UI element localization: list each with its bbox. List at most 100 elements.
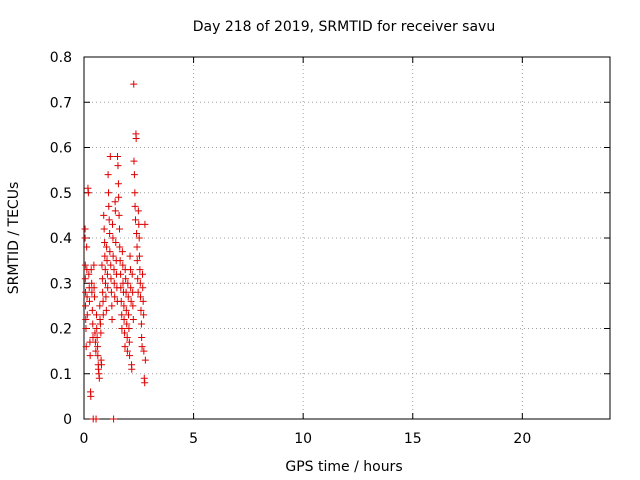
data-point [91, 338, 99, 346]
data-point [93, 325, 101, 332]
data-point [98, 261, 106, 269]
data-point [100, 211, 108, 219]
data-point [87, 266, 95, 274]
data-point [103, 270, 111, 278]
data-point [92, 347, 100, 355]
data-point [141, 356, 149, 364]
data-point [126, 266, 134, 274]
data-point [84, 189, 92, 197]
data-point [108, 220, 116, 228]
data-point [98, 275, 106, 283]
data-point [139, 284, 147, 292]
data-point [92, 311, 100, 319]
data-point [81, 275, 89, 283]
data-point [89, 320, 97, 328]
axis-ticks: 0 0.1 0.2 0.3 0.4 0.5 0.6 0.7 0.8 0 5 10 15 20 [50, 50, 610, 447]
data-point [107, 275, 115, 283]
data-point [102, 306, 110, 314]
data-point [109, 252, 117, 260]
data-point [129, 302, 137, 310]
data-point [107, 261, 115, 269]
data-point [114, 162, 122, 170]
data-point [99, 297, 107, 305]
data-point [132, 216, 140, 224]
data-point [127, 297, 135, 305]
data-point [116, 243, 124, 251]
data-point [85, 297, 93, 305]
data-point [140, 311, 148, 319]
data-point [118, 248, 126, 256]
x-tick-label: 15 [404, 431, 422, 447]
data-point [117, 284, 125, 292]
data-point [130, 157, 138, 165]
data-point [96, 320, 104, 328]
data-point [88, 288, 96, 296]
data-point [117, 297, 125, 305]
data-point [115, 211, 123, 219]
data-point [106, 248, 114, 256]
data-point [135, 252, 143, 260]
data-point [111, 198, 119, 206]
data-point [125, 325, 133, 332]
data-point [88, 279, 96, 287]
data-point [82, 302, 90, 310]
data-point [82, 315, 90, 323]
x-tick-label: 10 [294, 431, 312, 447]
data-point [109, 234, 117, 242]
y-tick-label: 0.7 [50, 95, 72, 111]
y-tick-label: 0.4 [50, 231, 72, 247]
data-point [112, 239, 120, 247]
data-point [116, 257, 124, 265]
data-point [117, 270, 125, 278]
data-point [131, 202, 139, 210]
data-point [139, 297, 147, 305]
data-point [128, 365, 136, 373]
data-point [81, 225, 89, 233]
data-point [83, 243, 91, 251]
data-point [96, 302, 104, 310]
data-point [108, 302, 116, 310]
data-point [82, 343, 90, 351]
x-tick-label: 0 [80, 431, 89, 447]
data-point [82, 288, 90, 296]
data-point [120, 315, 128, 323]
y-tick-label: 0.5 [50, 186, 72, 202]
data-point [105, 189, 113, 197]
data-point [100, 225, 108, 233]
data-point [134, 288, 142, 296]
x-axis-label: GPS time / hours [285, 459, 402, 475]
data-point [134, 207, 142, 215]
data-point [118, 311, 126, 319]
data-point [106, 153, 114, 161]
data-point [101, 252, 109, 260]
data-point [126, 352, 134, 360]
data-point [87, 392, 95, 400]
data-point [110, 279, 118, 287]
data-point [138, 334, 146, 342]
data-point [132, 134, 140, 142]
data-point [131, 189, 139, 197]
data-point [114, 153, 122, 161]
data-point [99, 311, 107, 319]
data-point [136, 279, 144, 287]
data-point [122, 306, 130, 314]
data-point [141, 379, 149, 387]
data-point [134, 275, 142, 283]
data-point [136, 266, 144, 274]
data-point [135, 234, 143, 242]
data-point [86, 352, 94, 360]
data-point [88, 306, 96, 314]
data-point [141, 220, 149, 228]
data-point [99, 288, 107, 296]
data-point [125, 338, 133, 346]
data-point [94, 343, 102, 351]
data-point [139, 270, 147, 278]
data-point [118, 325, 126, 332]
data-point [130, 80, 138, 88]
data-point [121, 329, 129, 337]
data-point [90, 284, 98, 292]
y-tick-label: 0.1 [50, 367, 72, 383]
data-point [126, 252, 134, 260]
data-point [92, 415, 100, 423]
data-point [105, 216, 113, 224]
